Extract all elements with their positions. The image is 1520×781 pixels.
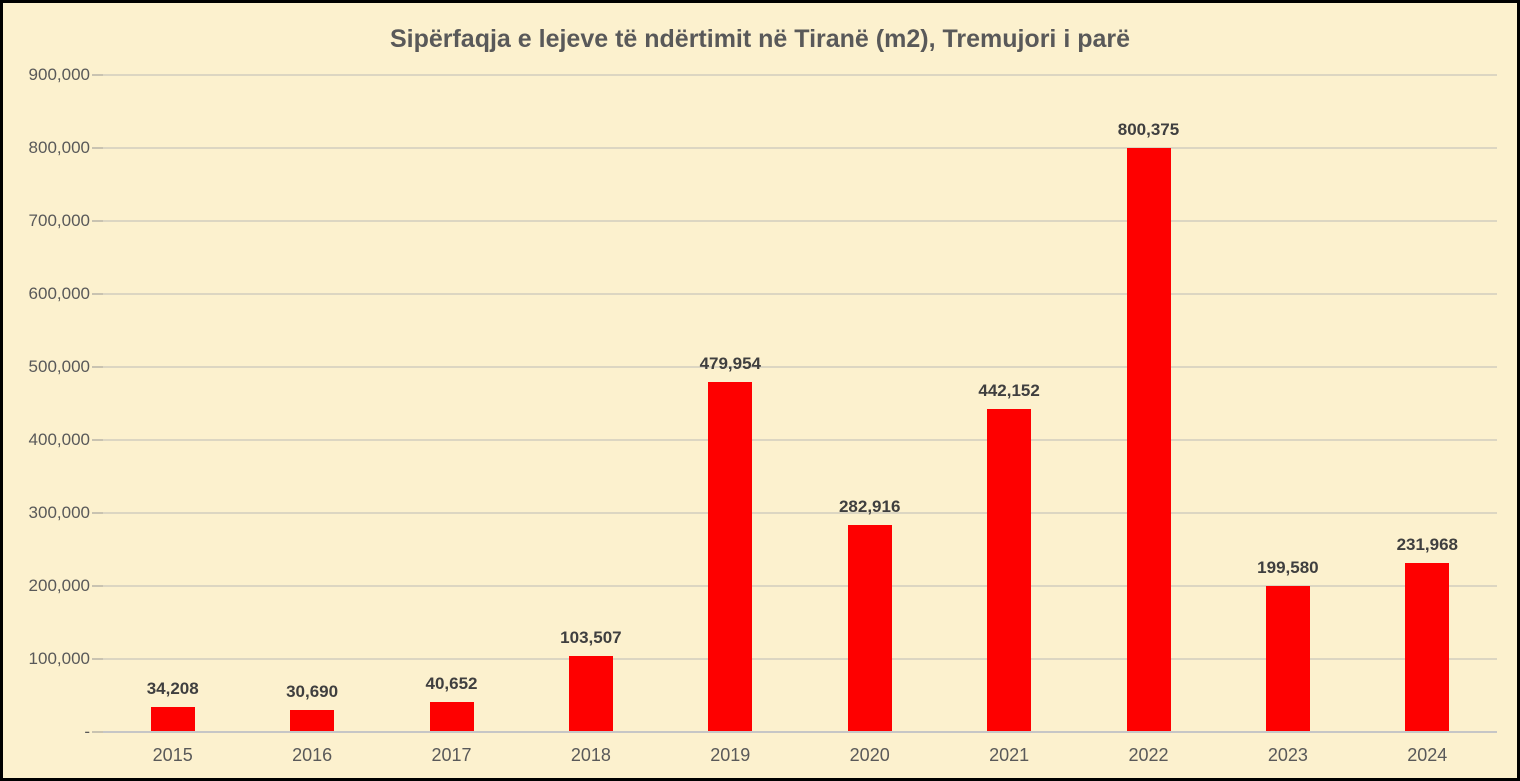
bar-2020 bbox=[847, 525, 892, 732]
chart-title: Sipërfaqja e lejeve të ndërtimit në Tira… bbox=[389, 25, 1131, 53]
y-tick-label: 600,000 bbox=[28, 284, 90, 303]
bar-2018 bbox=[568, 656, 613, 732]
y-tick-label: 200,000 bbox=[28, 576, 90, 595]
bar-value-label: 282,916 bbox=[838, 497, 901, 517]
y-axis-tick bbox=[92, 512, 103, 514]
gridline bbox=[103, 74, 1497, 76]
y-tick-label: 500,000 bbox=[28, 357, 90, 376]
x-tick-label: 2020 bbox=[849, 745, 890, 765]
bar-value-label: 30,690 bbox=[286, 681, 339, 701]
x-tick-label: 2023 bbox=[1267, 745, 1308, 765]
bar-value-label: 34,208 bbox=[146, 679, 199, 699]
y-axis-tick bbox=[92, 74, 103, 76]
gridline bbox=[103, 147, 1497, 149]
y-axis-tick bbox=[92, 147, 103, 149]
y-tick-label: 800,000 bbox=[28, 138, 90, 157]
gridline bbox=[103, 658, 1497, 660]
y-tick-label: 700,000 bbox=[28, 211, 90, 230]
y-axis-tick bbox=[92, 293, 103, 295]
bar-value-label: 442,152 bbox=[978, 381, 1040, 401]
y-axis-tick bbox=[92, 439, 103, 441]
y-axis-tick bbox=[92, 220, 103, 222]
bar-2017 bbox=[429, 702, 474, 732]
y-tick-label: 400,000 bbox=[28, 430, 90, 449]
bar-2015 bbox=[150, 707, 195, 732]
bar-2016 bbox=[290, 709, 335, 732]
bar-value-label: 199,580 bbox=[1257, 558, 1319, 578]
bar-value-label: 800,375 bbox=[1117, 119, 1180, 139]
bar-value-label: 103,507 bbox=[560, 628, 622, 648]
bar-2024 bbox=[1405, 562, 1450, 732]
x-tick-label: 2019 bbox=[710, 745, 751, 765]
x-tick-label: 2021 bbox=[989, 745, 1030, 765]
bar-value-label: 479,954 bbox=[699, 353, 762, 373]
y-tick-label: 900,000 bbox=[28, 65, 90, 84]
gridline bbox=[103, 585, 1497, 587]
y-tick-label: 100,000 bbox=[28, 649, 90, 668]
gridline bbox=[103, 366, 1497, 368]
y-tick-label: 300,000 bbox=[28, 503, 90, 522]
y-axis-tick bbox=[92, 585, 103, 587]
bar-2019 bbox=[708, 381, 753, 732]
y-axis-tick bbox=[92, 366, 103, 368]
x-tick-label: 2017 bbox=[431, 745, 472, 765]
x-axis-line bbox=[103, 731, 1497, 733]
y-axis-tick bbox=[92, 658, 103, 660]
bar-2023 bbox=[1265, 586, 1310, 732]
x-tick-label: 2016 bbox=[292, 745, 333, 765]
x-tick-label: 2022 bbox=[1128, 745, 1169, 765]
gridline bbox=[103, 512, 1497, 514]
gridline bbox=[103, 220, 1497, 222]
x-tick-label: 2015 bbox=[152, 745, 193, 765]
y-axis-tick bbox=[92, 731, 103, 733]
y-tick-label: - bbox=[84, 722, 90, 741]
x-tick-label: 2018 bbox=[570, 745, 611, 765]
gridline bbox=[103, 293, 1497, 295]
bar-2022 bbox=[1126, 147, 1171, 732]
gridline bbox=[103, 439, 1497, 441]
plot-area: - 100,000 200,000 300,000 400,000 500,000 600,… bbox=[29, 65, 1497, 765]
bar-value-label: 231,968 bbox=[1396, 534, 1459, 554]
bar-2021 bbox=[987, 409, 1032, 732]
x-tick-label: 2024 bbox=[1407, 745, 1448, 765]
bar-value-label: 40,652 bbox=[425, 674, 478, 694]
